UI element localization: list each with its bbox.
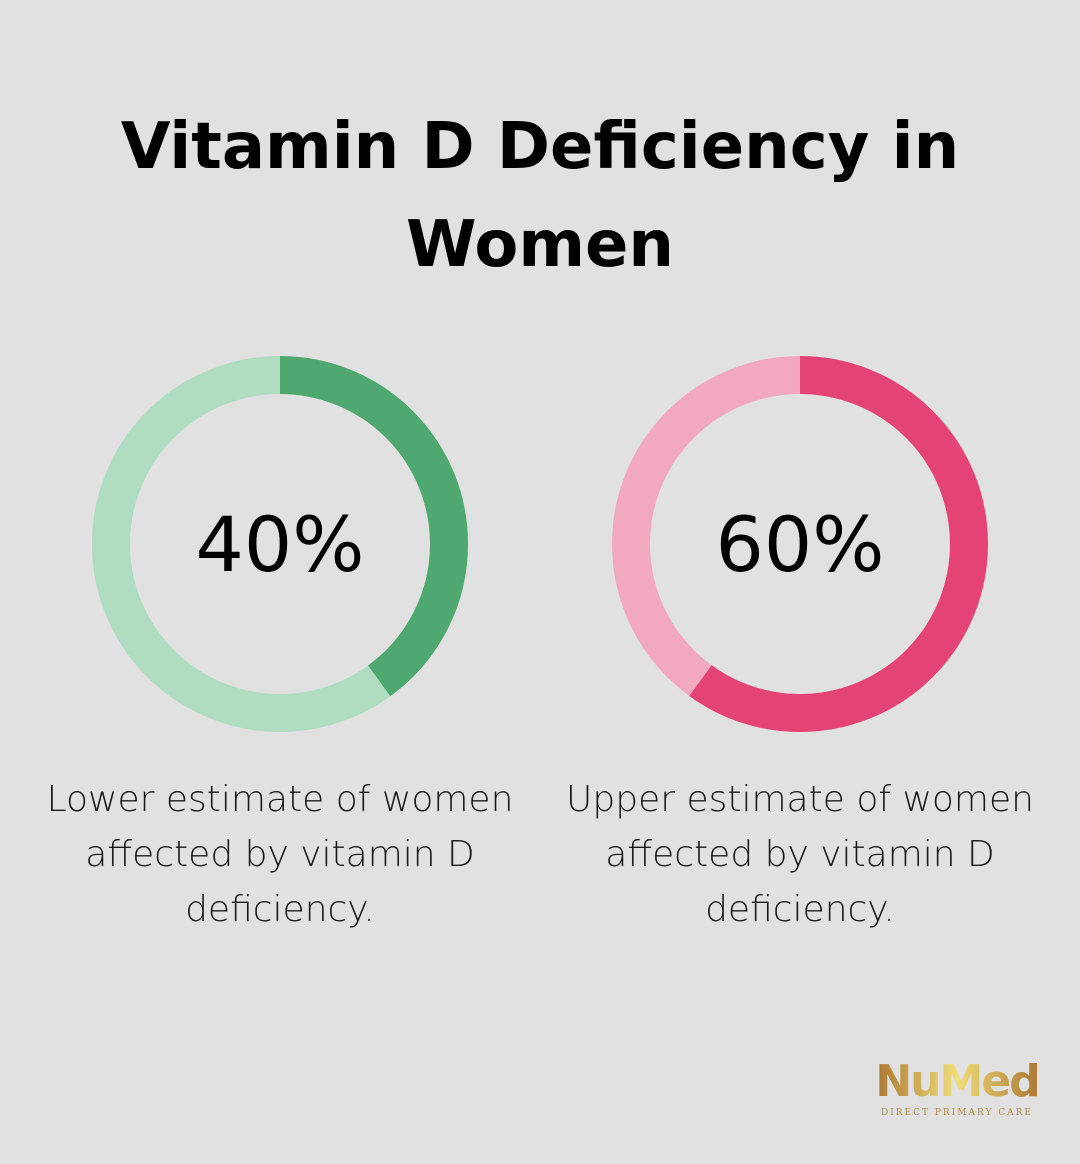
numed-logo: NuMed DIRECT PRIMARY CARE xyxy=(872,1058,1042,1119)
logo-tagline: DIRECT PRIMARY CARE xyxy=(880,1108,1033,1118)
stat-description-lower: Lower estimate of women affected by vita… xyxy=(46,779,514,930)
donut-value-arc xyxy=(92,356,468,732)
donut-ring-lower xyxy=(92,356,468,732)
page-title: Vitamin D Deficiency in Women xyxy=(120,110,960,282)
donut-chart-upper: 60% xyxy=(611,355,989,733)
donut-chart-lower: 40% xyxy=(91,355,469,733)
stat-value-upper: 60% xyxy=(715,499,885,589)
stat-value-lower: 40% xyxy=(195,499,365,589)
donut-value-arc xyxy=(612,356,988,732)
logo-brand: NuMed xyxy=(872,1058,1042,1106)
stat-description-upper: Upper estimate of women affected by vita… xyxy=(566,779,1034,930)
donut-ring-upper xyxy=(612,356,988,732)
